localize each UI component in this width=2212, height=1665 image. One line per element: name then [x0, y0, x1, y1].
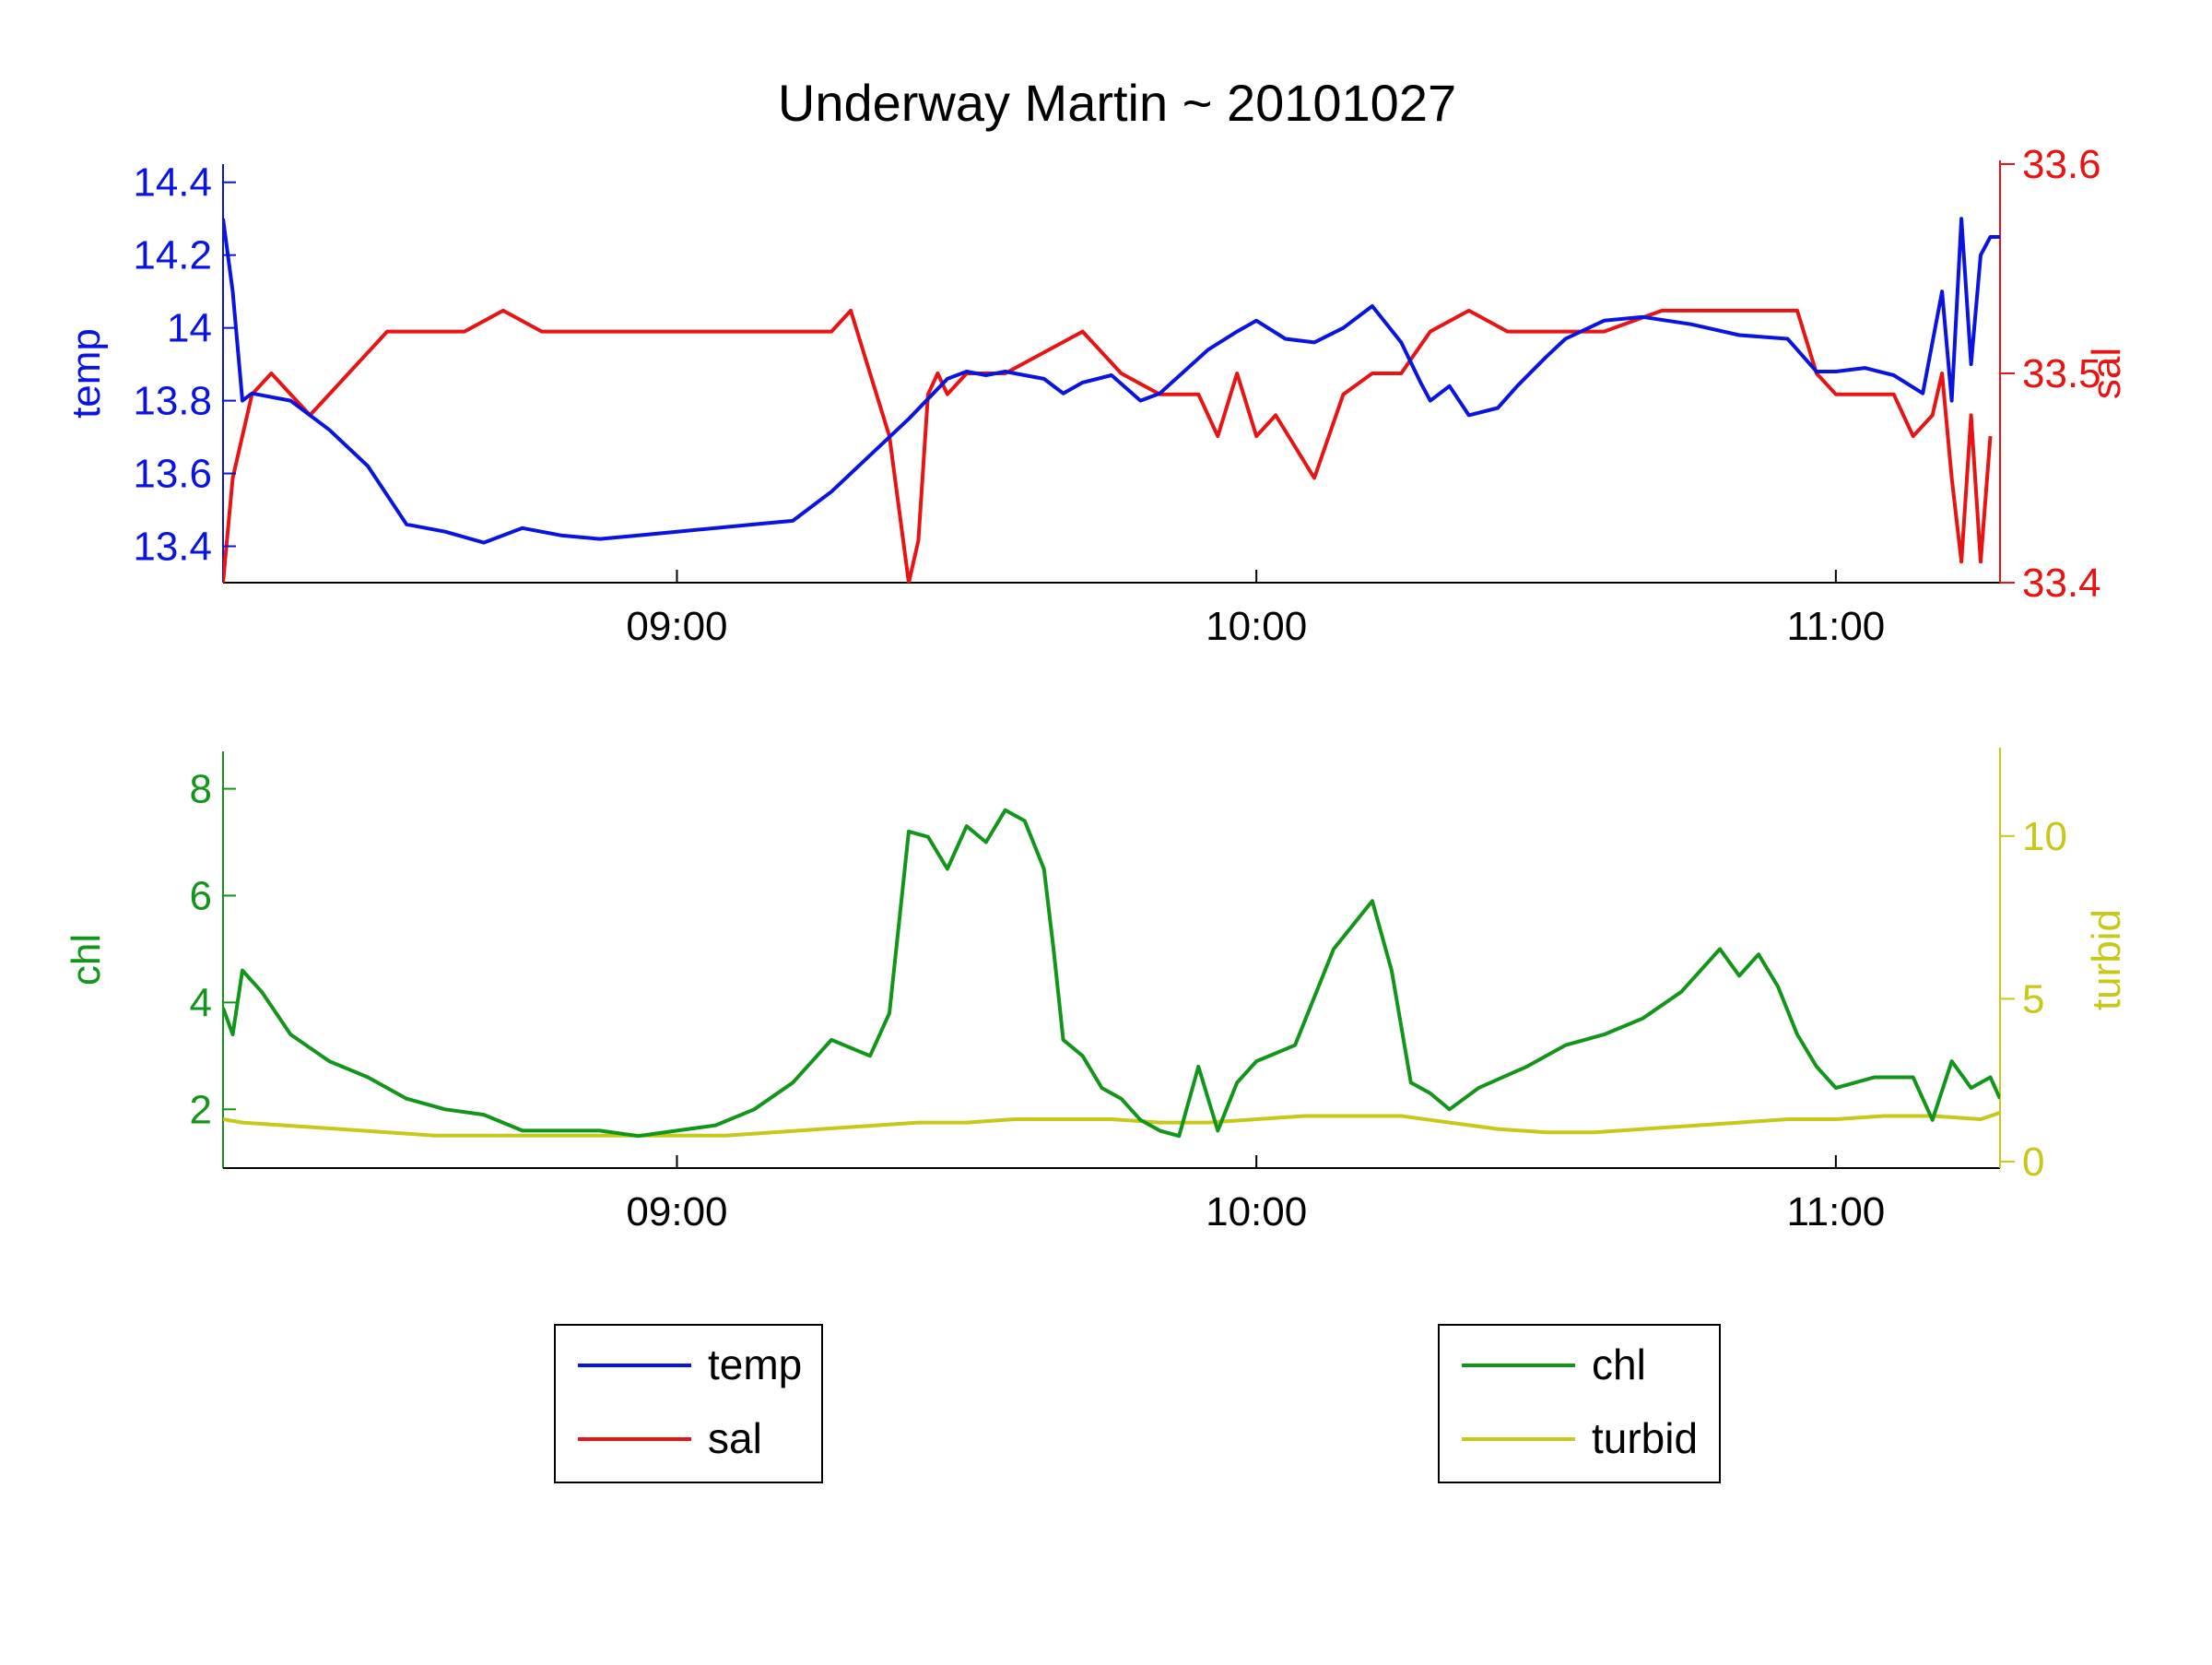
chl-turbid-panel: 09:00 10:00 11:00 2 4 6 8 0 5 10 chl turbid: [64, 748, 2129, 1234]
series-line-chl: [223, 808, 2000, 1139]
left-y-tick-label: 4: [190, 980, 212, 1025]
x-tick-label: 11:00: [1786, 1189, 1885, 1234]
x-tick-label: 10:00: [1206, 604, 1307, 649]
legend-chl-turbid: chl turbid: [1438, 1324, 1721, 1483]
legend-label-temp: temp: [708, 1340, 802, 1388]
left-y-tick-label: 14.4: [133, 160, 212, 206]
right-y-tick-label: 10: [2022, 814, 2067, 859]
legend-label-turbid: turbid: [1592, 1414, 1698, 1462]
sal-axis-label: sal: [2084, 348, 2129, 399]
series-line-temp: [223, 217, 2000, 545]
legend-label-chl: chl: [1592, 1340, 1646, 1388]
right-y-tick-label: 33.5: [2022, 351, 2101, 396]
x-tick-label: 09:00: [626, 1189, 727, 1234]
left-y-tick-label: 8: [190, 767, 212, 812]
series-line-sal: [223, 308, 1993, 583]
left-y-tick-label: 13.4: [133, 525, 212, 570]
left-y-tick-label: 2: [190, 1087, 212, 1132]
left-y-tick-label: 6: [190, 873, 212, 918]
right-y-tick-label: 5: [2022, 976, 2044, 1021]
x-tick-label: 11:00: [1786, 604, 1885, 649]
x-tick-label: 10:00: [1206, 1189, 1307, 1234]
temp-sal-panel: 09:00 10:00 11:00 13.4 13.6 13.8 14 14.2 14.4 33.…: [64, 142, 2129, 649]
right-y-tick-label: 0: [2022, 1140, 2044, 1185]
x-tick-label: 09:00: [626, 604, 727, 649]
turbid-axis-label: turbid: [2084, 909, 2129, 1010]
left-y-tick-label: 14: [167, 306, 212, 351]
chl-axis-label: chl: [64, 934, 109, 986]
legend-temp-sal: temp sal: [554, 1324, 823, 1483]
series-line-turbid: [223, 1111, 2000, 1138]
left-y-tick-label: 13.6: [133, 452, 212, 497]
temp-axis-label: temp: [64, 328, 109, 419]
left-y-tick-label: 14.2: [133, 233, 212, 278]
right-y-tick-label: 33.6: [2022, 142, 2101, 187]
right-y-tick-label: 33.4: [2022, 561, 2101, 606]
left-y-tick-label: 13.8: [133, 379, 212, 424]
legend-box: [554, 1324, 823, 1483]
chart-title: Underway Martin ~ 20101027: [778, 74, 1456, 132]
legend-label-sal: sal: [708, 1414, 762, 1462]
legend-box: [1438, 1324, 1721, 1483]
